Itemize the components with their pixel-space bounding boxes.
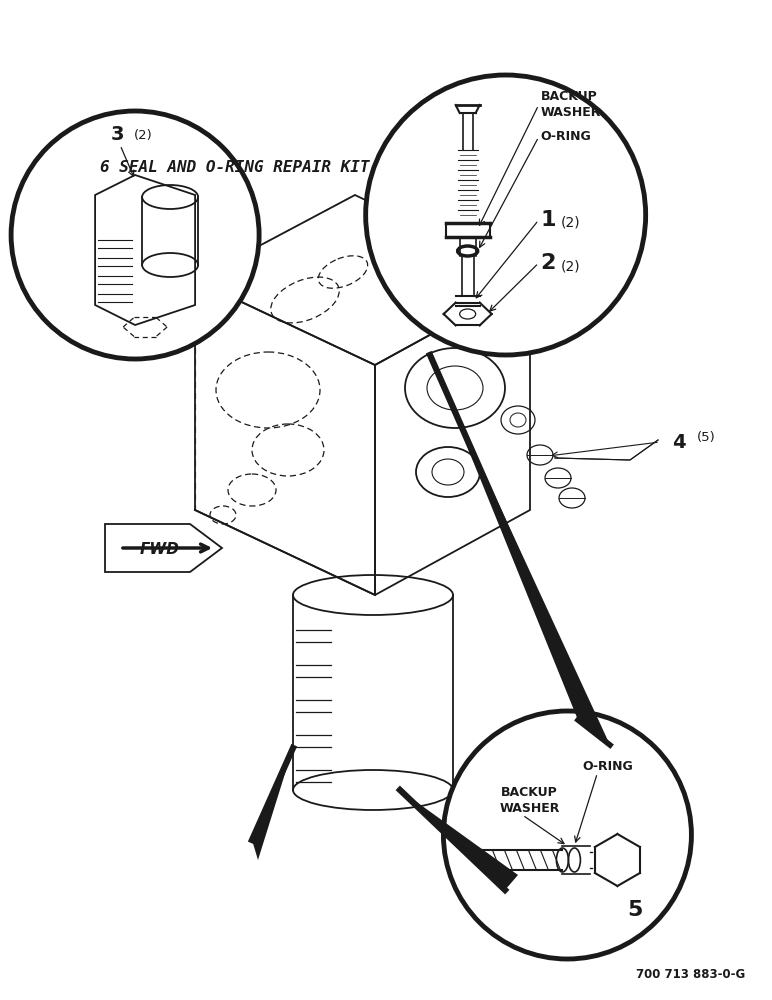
- Text: WASHER: WASHER: [540, 105, 601, 118]
- Text: 5: 5: [628, 900, 643, 920]
- Text: 700 713 883-0-G: 700 713 883-0-G: [636, 968, 745, 982]
- Text: FWD: FWD: [140, 542, 180, 556]
- Text: O-RING: O-RING: [540, 130, 591, 143]
- Circle shape: [366, 75, 645, 355]
- Text: O-RING: O-RING: [582, 760, 633, 774]
- Text: 6 SEAL AND O-RING REPAIR KIT: 6 SEAL AND O-RING REPAIR KIT: [100, 160, 370, 176]
- Text: (2): (2): [134, 129, 153, 142]
- Text: (2): (2): [560, 216, 581, 230]
- Circle shape: [11, 111, 259, 359]
- Polygon shape: [430, 355, 610, 745]
- Polygon shape: [252, 748, 293, 860]
- Text: (2): (2): [560, 259, 581, 273]
- Text: 1: 1: [540, 210, 556, 230]
- Text: BACKUP
WASHER: BACKUP WASHER: [499, 786, 560, 814]
- Text: 3: 3: [110, 125, 124, 144]
- Text: 2: 2: [540, 253, 556, 273]
- Text: BACKUP: BACKUP: [540, 91, 598, 104]
- Polygon shape: [400, 790, 518, 890]
- Text: 4: 4: [672, 432, 686, 452]
- Text: (5): (5): [697, 432, 716, 444]
- Polygon shape: [105, 524, 222, 572]
- Circle shape: [443, 711, 692, 959]
